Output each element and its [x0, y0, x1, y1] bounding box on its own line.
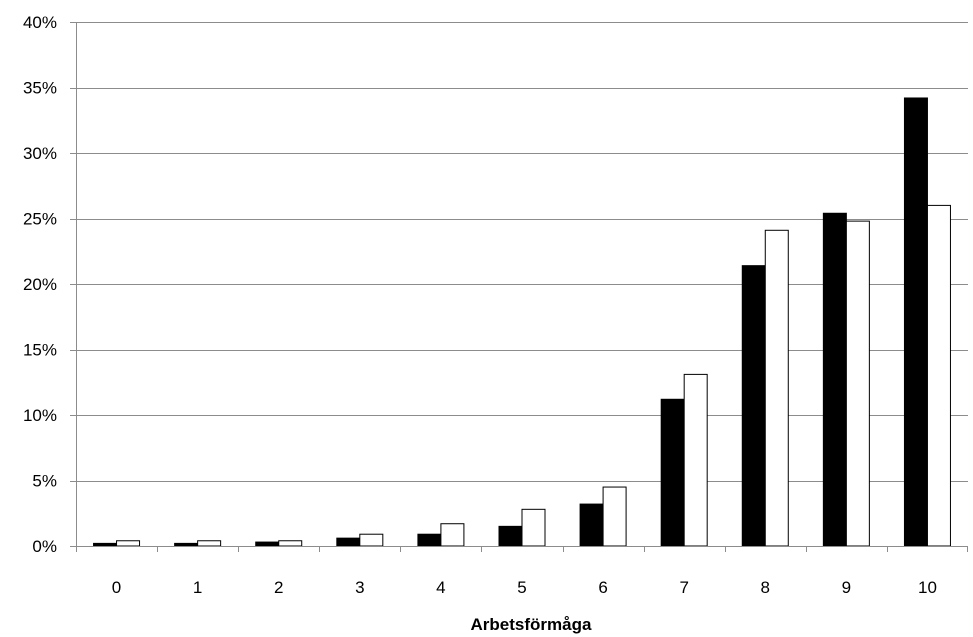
- bar-series-2-cat-3: [359, 533, 384, 547]
- x-tick-label: 7: [679, 578, 688, 597]
- bar-series-1-cat-7: [660, 398, 685, 547]
- bar-series-1-cat-10: [903, 97, 928, 547]
- y-tick-label: 25%: [23, 210, 57, 229]
- x-tick-label: 4: [436, 578, 445, 597]
- x-tick-label: 10: [918, 578, 937, 597]
- y-tick-label: 10%: [23, 406, 57, 425]
- bar-series-2-cat-10: [926, 204, 951, 547]
- bar-series-1-cat-3: [336, 537, 361, 547]
- x-tick-label: 2: [274, 578, 283, 597]
- x-tick-label: 0: [112, 578, 121, 597]
- bar-series-1-cat-8: [741, 265, 766, 547]
- x-tick-label: 5: [517, 578, 526, 597]
- bar-series-1-cat-9: [822, 212, 847, 547]
- x-tick-label: 6: [598, 578, 607, 597]
- bar-series-2-cat-0: [116, 540, 141, 547]
- x-tick-label: 8: [761, 578, 770, 597]
- y-tick-label: 0%: [32, 537, 57, 556]
- y-tick-label: 35%: [23, 79, 57, 98]
- y-tick-label: 5%: [32, 472, 57, 491]
- x-tick-label: 9: [842, 578, 851, 597]
- gridlines: [76, 22, 968, 482]
- bar-series-1-cat-1: [174, 542, 199, 547]
- x-tick-labels: 0 1 2 3 4 5 6 7 8 9 10: [112, 578, 937, 597]
- bar-series-2-cat-2: [278, 540, 303, 547]
- bar-series-2-cat-6: [602, 486, 627, 547]
- bar-series-1-cat-0: [93, 542, 118, 547]
- y-tick-label: 15%: [23, 341, 57, 360]
- y-tick-labels: 0% 5% 10% 15% 20% 25% 30% 35% 40%: [23, 13, 57, 556]
- bar-series-1-cat-5: [498, 525, 523, 547]
- bar-series-2-cat-5: [521, 508, 546, 547]
- bars: [93, 97, 951, 547]
- y-tick-label: 30%: [23, 144, 57, 163]
- x-axis-title: Arbetsförmåga: [471, 615, 592, 634]
- axes: [70, 22, 968, 552]
- bar-series-1-cat-4: [417, 533, 442, 547]
- y-tick-label: 20%: [23, 275, 57, 294]
- x-tick-label: 3: [355, 578, 364, 597]
- bar-series-2-cat-7: [683, 373, 708, 547]
- bar-series-1-cat-6: [579, 503, 604, 547]
- y-tick-label: 40%: [23, 13, 57, 32]
- bar-series-2-cat-4: [440, 523, 465, 547]
- bar-series-2-cat-1: [197, 540, 222, 547]
- bar-series-2-cat-8: [764, 229, 789, 547]
- bar-series-1-cat-2: [255, 541, 280, 547]
- bar-series-2-cat-9: [845, 220, 870, 547]
- x-tick-label: 1: [193, 578, 202, 597]
